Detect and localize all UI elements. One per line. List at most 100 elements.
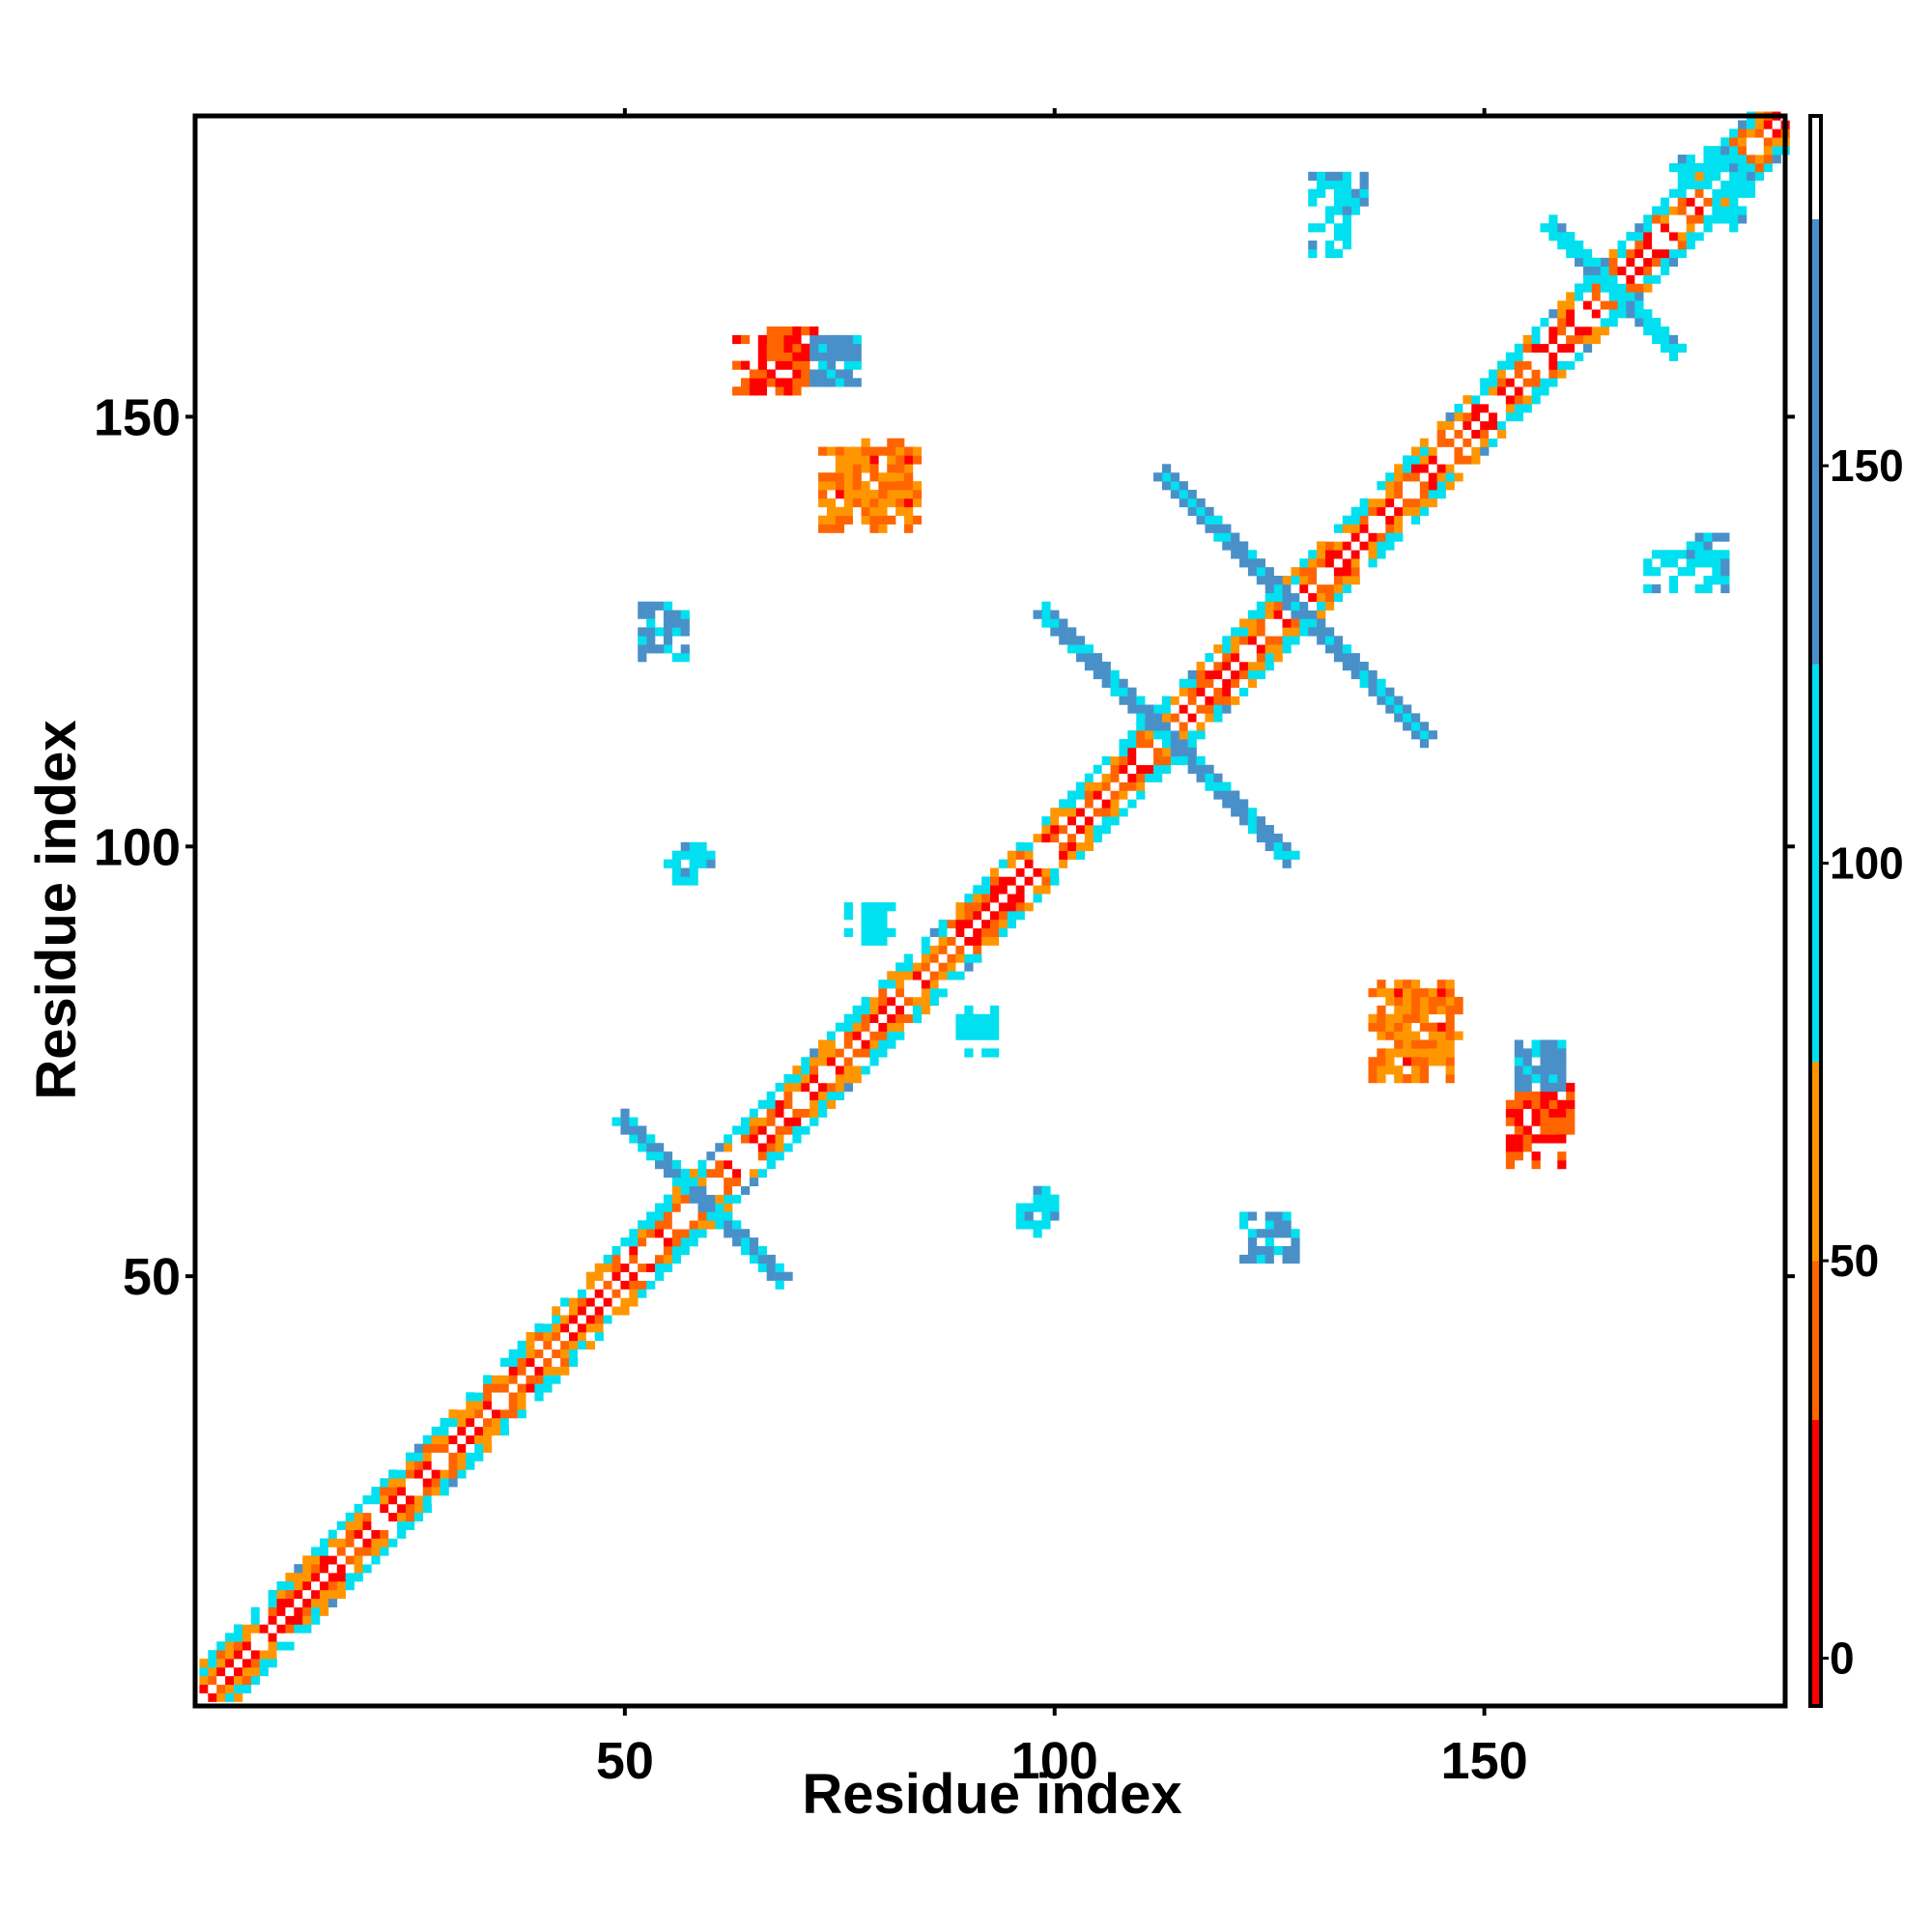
heatmap-cell: [1514, 360, 1523, 370]
heatmap-cell: [1222, 541, 1232, 551]
heatmap-cell: [1557, 334, 1567, 345]
heatmap-cell: [757, 1245, 767, 1256]
heatmap-cell: [1754, 128, 1765, 138]
heatmap-cell: [1410, 515, 1421, 525]
heatmap-cell: [234, 1684, 243, 1693]
heatmap-cell: [878, 506, 888, 517]
heatmap-cell: [1496, 429, 1507, 439]
heatmap-cell: [861, 506, 870, 517]
heatmap-cell: [457, 1443, 467, 1453]
heatmap-cell: [1772, 146, 1781, 156]
heatmap-cell: [732, 1220, 742, 1230]
heatmap-cell: [1033, 1194, 1042, 1204]
heatmap-cell: [208, 1659, 217, 1668]
heatmap-cell: [895, 438, 905, 447]
heatmap-cell: [1489, 420, 1498, 431]
heatmap-cell: [775, 386, 784, 396]
heatmap-cell: [216, 1684, 226, 1693]
heatmap-cell: [1359, 506, 1369, 517]
heatmap-cell: [1007, 894, 1016, 903]
heatmap-cell: [1410, 1065, 1421, 1075]
heatmap-cell: [1548, 1117, 1558, 1126]
heatmap-cell: [1600, 309, 1609, 319]
heatmap-cell: [620, 1280, 630, 1290]
heatmap-cell: [1394, 980, 1404, 989]
heatmap-cell: [1273, 1245, 1283, 1256]
heatmap-cell: [388, 1478, 398, 1488]
heatmap-cell: [1410, 1057, 1421, 1066]
heatmap-cell: [1213, 773, 1223, 782]
heatmap-cell: [1729, 171, 1739, 182]
heatmap-cell: [483, 1401, 493, 1410]
heatmap-cell: [1738, 171, 1747, 182]
heatmap-cell: [1342, 241, 1351, 250]
heatmap-cell: [1007, 850, 1016, 860]
heatmap-cell: [1256, 1229, 1266, 1238]
heatmap-cell: [1548, 214, 1558, 224]
heatmap-cell: [981, 936, 991, 946]
heatmap-cell: [843, 497, 853, 508]
heatmap-cell: [1213, 678, 1223, 688]
heatmap-cell: [1575, 334, 1584, 345]
heatmap-cell: [242, 1675, 252, 1686]
heatmap-cell: [749, 1117, 759, 1126]
heatmap-cell: [327, 1529, 338, 1539]
heatmap-cell: [1161, 755, 1172, 766]
heatmap-cell: [1738, 120, 1747, 129]
heatmap-cell: [1738, 206, 1747, 215]
heatmap-cell: [1540, 343, 1549, 353]
heatmap-cell: [1600, 266, 1609, 275]
heatmap-cell: [1403, 996, 1412, 1007]
heatmap-cell: [336, 1529, 347, 1539]
heatmap-cell: [1445, 1031, 1455, 1040]
heatmap-cell: [801, 378, 810, 387]
heatmap-cell: [1394, 1039, 1404, 1049]
heatmap-cell: [1385, 541, 1395, 551]
colorbar-tick-label: 0: [1830, 1634, 1855, 1684]
heatmap-cell: [981, 945, 991, 954]
heatmap-cell: [1505, 1099, 1516, 1109]
heatmap-cell: [1205, 524, 1214, 533]
heatmap-cell: [1145, 739, 1154, 749]
heatmap-cell: [843, 1031, 853, 1040]
heatmap-cell: [1015, 850, 1025, 860]
heatmap-cell: [1093, 764, 1102, 774]
heatmap-cell: [818, 1039, 828, 1049]
heatmap-cell: [663, 618, 673, 628]
heatmap-cell: [1170, 739, 1180, 749]
heatmap-cell: [1119, 696, 1128, 705]
heatmap-cell: [990, 885, 1000, 895]
heatmap-cell: [1626, 309, 1635, 319]
heatmap-cell: [1531, 1099, 1541, 1109]
heatmap-cell: [715, 1220, 724, 1230]
heatmap-cell: [1729, 197, 1739, 207]
heatmap-cell: [508, 1375, 518, 1384]
heatmap-cell: [620, 1289, 630, 1298]
heatmap-cell: [1548, 1099, 1558, 1109]
heatmap-cell: [1368, 558, 1378, 568]
heatmap-cell: [302, 1589, 312, 1600]
heatmap-cell: [1566, 1117, 1576, 1126]
heatmap-cell: [1729, 188, 1739, 198]
heatmap-cell: [1342, 524, 1351, 533]
heatmap-cell: [1514, 386, 1523, 396]
heatmap-cell: [440, 1452, 449, 1462]
heatmap-cell: [1239, 808, 1249, 817]
heatmap-cell: [638, 1245, 647, 1256]
heatmap-cell: [413, 1503, 424, 1514]
heatmap-cell: [1075, 825, 1086, 835]
heatmap-cell: [1187, 755, 1197, 766]
heatmap-cell: [397, 1495, 407, 1505]
heatmap-cell: [929, 945, 939, 954]
heatmap-cell: [955, 936, 965, 946]
heatmap-cell: [1247, 610, 1258, 619]
heatmap-cell: [285, 1615, 295, 1625]
heatmap-cell: [646, 601, 656, 611]
heatmap-cell: [749, 1160, 759, 1170]
heatmap-cell: [1514, 412, 1523, 422]
heatmap-cell: [1575, 292, 1584, 301]
heatmap-cell: [302, 1598, 312, 1607]
heatmap-cell: [1067, 825, 1077, 835]
heatmap-cell: [259, 1641, 269, 1651]
heatmap-cell: [775, 352, 784, 361]
